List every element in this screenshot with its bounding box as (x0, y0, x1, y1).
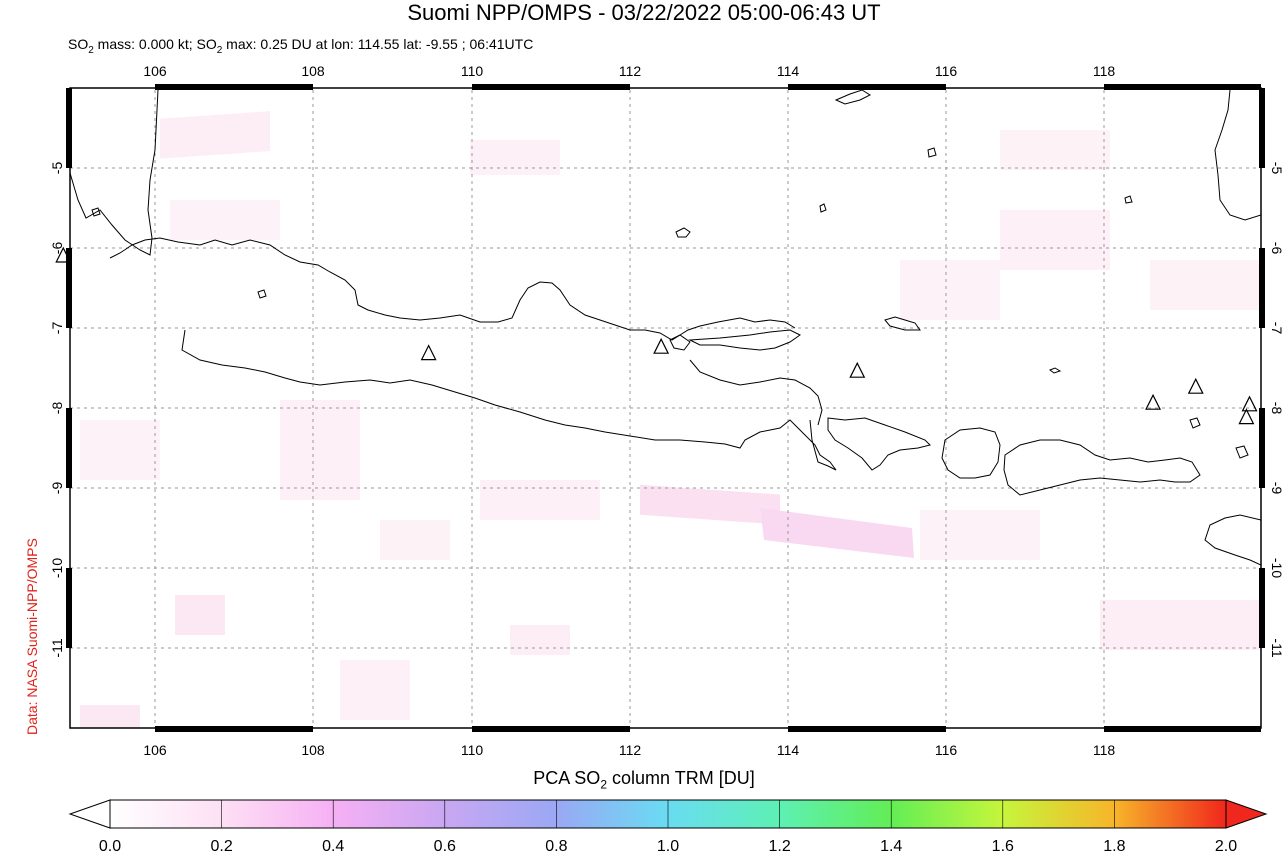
colorbar-min-arrow (68, 799, 111, 829)
map-title: Suomi NPP/OMPS - 03/22/2022 05:00-06:43 … (407, 0, 881, 25)
volcano-marker (849, 361, 866, 378)
lat-tick-left: -11 (49, 638, 65, 657)
lon-tick-bottom: 110 (461, 742, 484, 758)
lon-tick-bottom: 106 (143, 742, 167, 758)
sulawesi-tip (1214, 89, 1261, 221)
colorbar-tick-label: 1.4 (880, 838, 903, 855)
surabaya-box (669, 334, 691, 351)
sumbawa (1003, 439, 1201, 496)
subtitle-sub: 2 (88, 44, 94, 56)
lon-tick-top: 106 (143, 63, 167, 79)
lombok (941, 427, 1001, 479)
volcano-markers (55, 246, 1258, 425)
lat-tick-right: -10 (1269, 558, 1285, 578)
volcano-marker (1241, 395, 1258, 412)
colorbar-tick-label: 1.6 (991, 838, 1014, 855)
volcano-marker (1187, 377, 1204, 394)
subtitle-prefix: SO (68, 36, 89, 52)
volcano-marker (1238, 408, 1255, 425)
colorbar-tick-label: 1.2 (768, 838, 791, 855)
bawean (675, 227, 691, 238)
subtitle-rest: max: 0.25 DU at lon: 114.55 lat: -9.55 ;… (222, 36, 534, 52)
subtitle-sub2: 2 (216, 44, 223, 56)
lat-tick-left: -6 (49, 242, 65, 255)
colorbar-label-rest: column TRM [DU] (607, 768, 755, 788)
colorbar-tick-label: 0.2 (210, 838, 233, 855)
madura-isles (884, 316, 921, 331)
lon-tick-bottom: 112 (619, 742, 642, 758)
lon-tick-bottom: 118 (1093, 742, 1116, 758)
java-south-coast (181, 329, 837, 471)
islet-4 (927, 147, 937, 158)
islet-5 (1124, 195, 1133, 204)
subtitle-mid: mass: 0.000 kt; SO (93, 36, 217, 52)
volcano-marker (653, 337, 670, 354)
lon-tick-bottom: 108 (301, 742, 325, 758)
lat-tick-left: -5 (49, 162, 65, 175)
lat-labels-left: -5 -6 -7 -8 -9 -10 -11 (49, 162, 65, 658)
coastlines (70, 89, 1261, 566)
colorbar-tick-label: 0.8 (545, 838, 568, 855)
lat-tick-right: -9 (1269, 482, 1285, 495)
lat-tick-right: -8 (1269, 402, 1285, 415)
so2-field (80, 111, 1260, 728)
lat-tick-right: -11 (1269, 638, 1285, 657)
colorbar-tick-label: 0.6 (433, 838, 456, 855)
lat-tick-left: -10 (49, 558, 65, 578)
lon-tick-bottom: 116 (935, 742, 958, 758)
colorbar-max-arrow (1225, 799, 1268, 829)
map-subtitle: SO2 mass: 0.000 kt; SO2 max: 0.25 DU at … (68, 36, 533, 56)
graticule (70, 90, 1261, 728)
lat-tick-left: -9 (49, 482, 65, 495)
islet-8 (1235, 445, 1249, 459)
bali (827, 417, 931, 471)
volcano-marker (1145, 393, 1162, 410)
islet-1 (257, 289, 267, 299)
lat-tick-right: -6 (1269, 242, 1285, 255)
lat-labels-right: -5 -6 -7 -8 -9 -10 -11 (1269, 162, 1285, 658)
lon-tick-top: 112 (619, 63, 642, 79)
lon-tick-bottom: 114 (777, 742, 800, 758)
colorbar-label-prefix: PCA SO (533, 768, 601, 788)
sumba (1204, 514, 1261, 566)
colorbar-ticks (221, 800, 1115, 828)
lon-tick-top: 118 (1093, 63, 1116, 79)
colorbar-tick-label: 0.0 (98, 838, 122, 855)
sumatra-coast (70, 89, 159, 256)
lon-tick-top: 114 (777, 63, 800, 79)
colorbar-tick-label: 0.4 (322, 838, 345, 855)
kalimantan-tip (834, 89, 872, 105)
volcano-marker (420, 344, 437, 361)
colorbar (68, 799, 1268, 829)
lon-tick-top: 116 (935, 63, 958, 79)
lon-tick-top: 108 (301, 63, 325, 79)
java-north-coast (109, 237, 796, 341)
lat-tick-right: -5 (1269, 162, 1285, 175)
lat-tick-left: -8 (49, 402, 65, 415)
colorbar-label-sub: 2 (600, 777, 607, 792)
lat-tick-left: -7 (49, 322, 65, 335)
colorbar-label: PCA SO2 column TRM [DU] (0, 768, 1288, 792)
islet-3 (1189, 417, 1201, 429)
east-java-tip (689, 359, 823, 426)
islet-6 (91, 207, 101, 217)
lon-tick-top: 110 (461, 63, 484, 79)
lon-labels-top: 106 108 110 112 114 116 118 (143, 63, 1115, 79)
frame-band (66, 84, 1265, 732)
lon-labels-bottom: 106 108 110 112 114 116 118 (143, 742, 1115, 758)
colorbar-tick-label: 2.0 (1214, 838, 1238, 855)
madura (688, 329, 801, 351)
colorbar-tick-label: 1.8 (1103, 838, 1126, 855)
islet-7 (819, 203, 827, 213)
lat-tick-right: -7 (1269, 322, 1285, 335)
islet-2 (1048, 367, 1062, 374)
colorbar-tick-label: 1.0 (656, 838, 680, 855)
